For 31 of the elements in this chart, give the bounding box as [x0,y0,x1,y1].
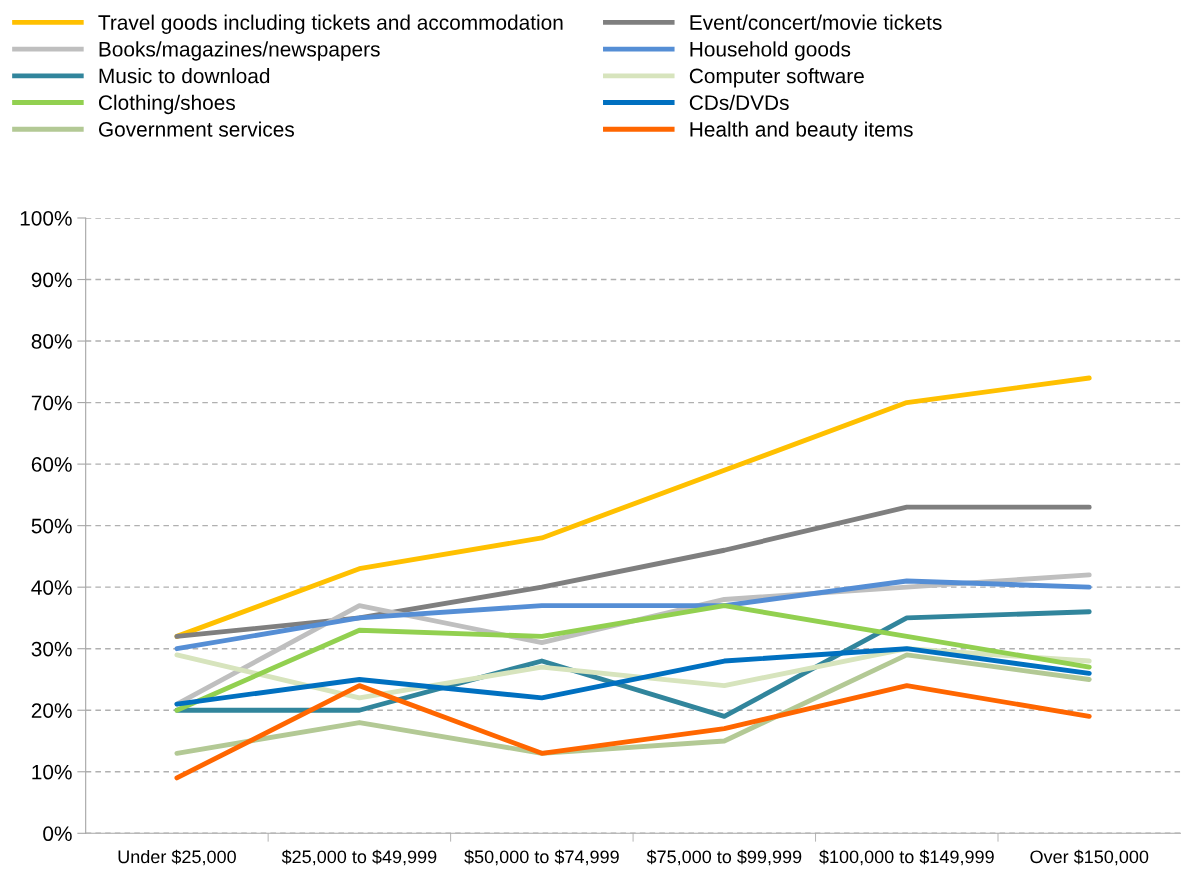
y-tick-label: 30% [31,641,72,657]
x-tick-label: Over $150,000 [1030,849,1149,866]
line-series [174,683,1092,781]
y-tick-label: 100% [20,210,72,226]
line-series [174,652,1092,756]
legend-label: Government services [98,121,294,137]
x-tick-label: $100,000 to $149,999 [819,849,994,866]
y-tick-label: 70% [31,395,72,411]
legend-label: Household goods [690,41,851,61]
y-tick-label: 0% [43,826,72,842]
legend-label: Travel goods including tickets and accommodation [98,14,563,34]
x-tick-label: $75,000 to $99,999 [646,849,802,866]
y-tick-label: 10% [32,764,72,780]
x-tick-label: $25,000 to $49,999 [281,849,437,866]
legend-label: Music to download [99,68,270,84]
y-tick-label: 40% [31,580,72,595]
y-tick-label: 80% [31,334,72,349]
legend-label: Clothing/shoes [98,94,235,115]
legend-label: CDs/DVDs [689,94,789,111]
x-tick-label: $50,000 to $74,999 [464,849,619,866]
line-series [174,504,1092,639]
legend-label: Books/magazines/newspapers [99,41,380,61]
x-tick-label: Under $25,000 [118,849,236,866]
y-tick-label: 90% [31,272,72,288]
y-tick-label: 60% [31,457,72,472]
line-series [174,578,1092,652]
y-tick-label: 50% [31,518,72,534]
legend-label: Health and beauty items [690,121,913,141]
y-tick-label: 20% [31,703,72,718]
legend-label: Computer software [689,68,864,88]
legend-label: Event/concert/movie tickets [690,14,942,30]
